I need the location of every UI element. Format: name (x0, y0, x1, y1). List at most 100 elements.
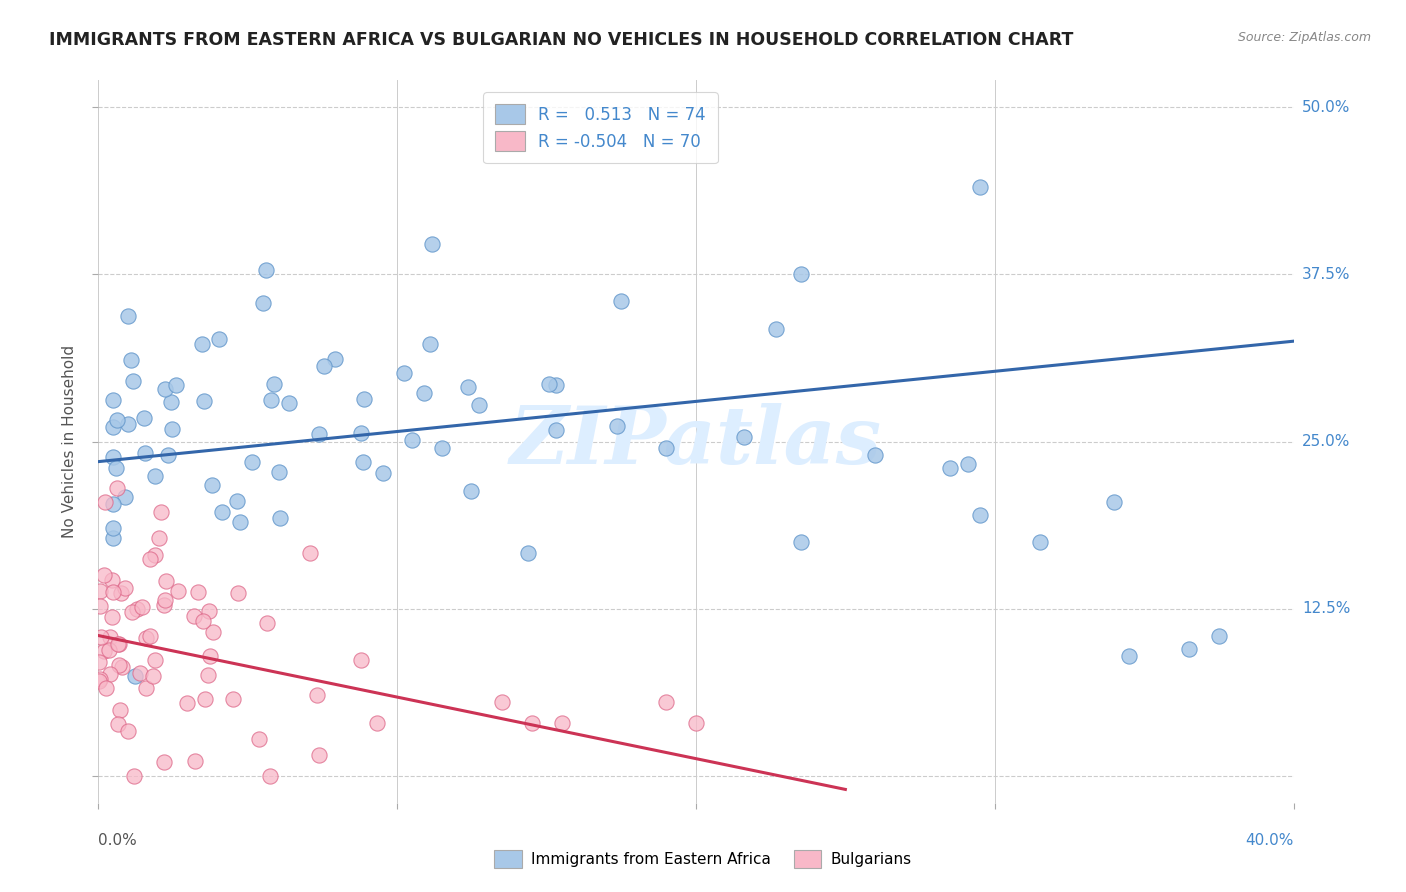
Point (789, 535, 811, 549)
Point (263, 376, 285, 391)
Point (460, 483, 482, 498)
Point (865, 448, 887, 462)
Point (252, 296, 274, 310)
Point (193, 394, 215, 409)
Legend: Immigrants from Eastern Africa, Bulgarians: Immigrants from Eastern Africa, Bulgaria… (486, 843, 920, 875)
Point (1178, 642, 1201, 657)
Text: 37.5%: 37.5% (1302, 267, 1350, 282)
Point (107, 637, 129, 651)
Point (305, 688, 328, 702)
Point (323, 351, 346, 366)
Point (733, 429, 755, 443)
Point (247, 731, 270, 746)
Point (143, 653, 166, 667)
Text: ZIPatlas: ZIPatlas (510, 403, 882, 480)
Point (87, 656, 110, 670)
Point (544, 423, 567, 437)
Point (103, 450, 125, 464)
Text: 40.0%: 40.0% (1246, 833, 1294, 848)
Point (312, 359, 335, 374)
Point (226, 585, 249, 599)
Point (114, 582, 136, 596)
Point (176, 696, 198, 710)
Point (134, 410, 156, 425)
Point (124, 669, 146, 683)
Point (299, 546, 322, 560)
Point (969, 508, 991, 523)
Point (308, 748, 330, 763)
Point (143, 469, 166, 483)
Point (98, 630, 121, 644)
Point (419, 336, 441, 351)
Point (277, 396, 299, 410)
Point (149, 505, 172, 519)
Point (430, 442, 453, 455)
Point (159, 395, 181, 409)
Point (457, 380, 479, 394)
Point (98, 667, 121, 681)
Point (117, 723, 139, 738)
Point (194, 692, 217, 706)
Point (87, 674, 110, 689)
Point (655, 696, 678, 710)
Point (156, 448, 179, 462)
Point (491, 696, 513, 710)
Point (89, 584, 111, 599)
Point (131, 599, 153, 614)
Text: 25.0%: 25.0% (1302, 434, 1350, 449)
Point (107, 481, 129, 495)
Point (139, 629, 162, 643)
Point (184, 754, 207, 768)
Point (371, 466, 394, 480)
Point (120, 353, 142, 368)
Point (110, 703, 132, 717)
Point (152, 755, 174, 769)
Text: 0.0%: 0.0% (98, 833, 138, 848)
Point (1118, 648, 1140, 663)
Point (101, 610, 124, 624)
Point (201, 624, 224, 639)
Point (125, 602, 148, 616)
Point (269, 511, 291, 525)
Point (412, 386, 434, 401)
Point (114, 490, 136, 504)
Point (122, 769, 145, 783)
Point (1104, 494, 1126, 508)
Point (103, 521, 125, 535)
Text: IMMIGRANTS FROM EASTERN AFRICA VS BULGARIAN NO VEHICLES IN HOUSEHOLD CORRELATION: IMMIGRANTS FROM EASTERN AFRICA VS BULGAR… (49, 31, 1074, 49)
Point (254, 263, 277, 277)
Point (165, 377, 187, 392)
Point (256, 615, 278, 630)
Point (103, 585, 125, 599)
Point (401, 433, 423, 447)
Point (101, 573, 124, 587)
Point (520, 715, 543, 730)
Point (89, 672, 111, 686)
Point (606, 419, 628, 434)
Point (96, 681, 118, 695)
Point (121, 605, 143, 619)
Point (269, 465, 291, 479)
Point (366, 716, 388, 731)
Point (108, 637, 131, 651)
Point (259, 769, 281, 783)
Point (352, 455, 374, 469)
Point (135, 681, 157, 696)
Point (197, 668, 219, 682)
Point (208, 332, 231, 346)
Y-axis label: No Vehicles in Household: No Vehicles in Household (62, 345, 77, 538)
Point (89, 599, 111, 613)
Legend: R =   0.513   N = 74, R = -0.504   N = 70: R = 0.513 N = 74, R = -0.504 N = 70 (484, 92, 717, 163)
Point (198, 604, 221, 618)
Point (117, 310, 139, 324)
Point (105, 413, 128, 427)
Point (162, 422, 184, 436)
Point (110, 586, 132, 600)
Point (225, 494, 247, 508)
Point (145, 548, 167, 562)
Point (153, 593, 176, 607)
Point (121, 374, 143, 388)
Point (1028, 535, 1050, 549)
Point (107, 716, 129, 731)
Point (420, 236, 443, 251)
